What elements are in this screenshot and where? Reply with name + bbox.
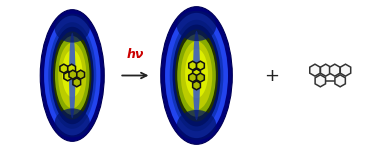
Ellipse shape <box>55 108 90 137</box>
Ellipse shape <box>193 31 200 120</box>
Polygon shape <box>330 64 340 76</box>
Ellipse shape <box>44 16 101 135</box>
Ellipse shape <box>58 43 86 108</box>
Polygon shape <box>60 64 68 73</box>
Ellipse shape <box>40 10 104 141</box>
Ellipse shape <box>161 7 232 144</box>
Polygon shape <box>335 75 345 87</box>
Polygon shape <box>340 64 351 76</box>
Polygon shape <box>310 64 320 76</box>
Polygon shape <box>77 70 85 79</box>
Ellipse shape <box>55 14 90 43</box>
Polygon shape <box>315 75 325 87</box>
Text: hν: hν <box>127 48 144 61</box>
Ellipse shape <box>165 13 228 138</box>
Polygon shape <box>193 69 200 78</box>
Polygon shape <box>69 70 77 79</box>
Polygon shape <box>64 72 71 81</box>
Ellipse shape <box>173 25 220 126</box>
Ellipse shape <box>181 41 212 110</box>
Polygon shape <box>193 81 200 90</box>
Ellipse shape <box>175 29 218 122</box>
Ellipse shape <box>51 27 94 124</box>
Polygon shape <box>68 64 76 73</box>
Polygon shape <box>73 78 81 87</box>
Ellipse shape <box>69 33 76 118</box>
Ellipse shape <box>177 34 216 117</box>
Ellipse shape <box>185 49 208 98</box>
Ellipse shape <box>170 20 223 131</box>
Ellipse shape <box>177 110 216 140</box>
Polygon shape <box>189 73 197 82</box>
Ellipse shape <box>55 36 90 115</box>
Text: +: + <box>264 66 279 85</box>
Polygon shape <box>189 61 197 70</box>
Polygon shape <box>321 64 331 76</box>
Polygon shape <box>197 73 204 82</box>
Ellipse shape <box>62 50 82 97</box>
Ellipse shape <box>177 11 216 41</box>
Polygon shape <box>197 61 204 70</box>
Ellipse shape <box>53 31 91 120</box>
Ellipse shape <box>48 22 96 129</box>
